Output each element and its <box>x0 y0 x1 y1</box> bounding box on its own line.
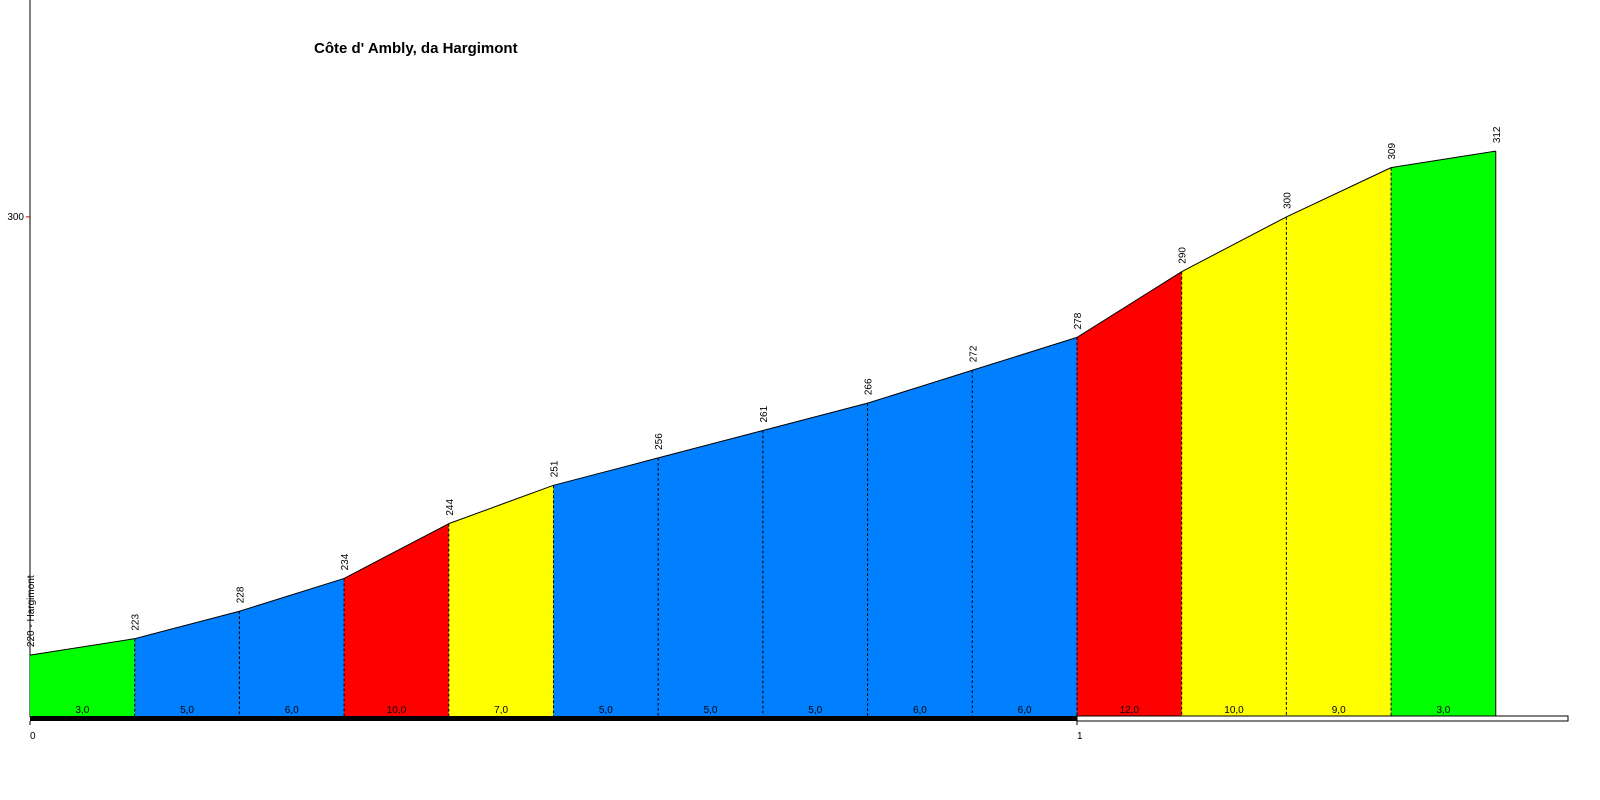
profile-edge <box>762 402 868 432</box>
profile-segment <box>972 337 1077 717</box>
profile-edge <box>239 577 345 612</box>
gradient-label: 10,0 <box>1224 705 1244 716</box>
profile-segment <box>658 430 763 717</box>
elevation-label: 272 <box>968 345 979 362</box>
elevation-label: 312 <box>1492 126 1503 143</box>
distance-bar <box>30 716 1077 721</box>
profile-segment <box>344 523 449 717</box>
profile-segment <box>1181 216 1287 717</box>
gradient-label: 7,0 <box>494 705 508 716</box>
elevation-label: 228 <box>235 586 246 603</box>
elevation-label: 251 <box>549 460 560 477</box>
profile-edge <box>1076 271 1182 338</box>
elevation-label: 278 <box>1073 312 1084 329</box>
gradient-label: 6,0 <box>285 705 299 716</box>
profile-segment <box>30 638 135 717</box>
x-tick-label: 1 <box>1077 731 1083 742</box>
profile-edge <box>1181 216 1287 273</box>
profile-edge <box>448 484 554 525</box>
elevation-label: 223 <box>131 614 142 631</box>
gradient-label: 5,0 <box>704 705 718 716</box>
profile-segment <box>134 611 240 717</box>
chart-title: Côte d' Ambly, da Hargimont <box>314 40 518 57</box>
profile-segment <box>1076 271 1182 717</box>
profile-edge <box>29 638 135 656</box>
distance-bar <box>1076 715 1569 722</box>
elevation-label: 290 <box>1178 247 1189 264</box>
elevation-label: 234 <box>340 553 351 570</box>
profile-segment <box>239 578 345 717</box>
gradient-label: 3,0 <box>75 705 89 716</box>
gradient-label: 5,0 <box>808 705 822 716</box>
elevation-label: 256 <box>654 433 665 450</box>
gradient-label: 5,0 <box>180 705 194 716</box>
profile-edge <box>658 430 764 459</box>
gradient-label: 5,0 <box>599 705 613 716</box>
elevation-label: 220 - Hargimont <box>26 575 37 647</box>
elevation-label: 300 <box>1282 192 1293 209</box>
y-tick-label: 300 <box>7 212 24 223</box>
elevation-label: 244 <box>445 499 456 516</box>
profile-edge <box>867 369 973 404</box>
profile-segment <box>867 370 973 717</box>
profile-edge <box>972 336 1078 371</box>
elevation-label: 266 <box>864 378 875 395</box>
profile-edge <box>134 610 240 640</box>
profile-segment <box>448 485 554 717</box>
gradient-label: 10,0 <box>387 705 407 716</box>
profile-segment <box>553 457 659 717</box>
profile-edge <box>1286 167 1392 218</box>
elevation-label: 309 <box>1387 142 1398 159</box>
gradient-label: 6,0 <box>913 705 927 716</box>
x-tick-label: 0 <box>30 731 36 742</box>
gradient-label: 6,0 <box>1018 705 1032 716</box>
profile-edge <box>553 457 659 486</box>
profile-segment <box>762 403 868 717</box>
gradient-label: 9,0 <box>1332 705 1346 716</box>
profile-edge <box>1390 150 1496 169</box>
elevation-label: 261 <box>759 405 770 422</box>
gradient-label: 3,0 <box>1436 705 1450 716</box>
profile-segment <box>1286 167 1392 718</box>
gradient-label: 12,0 <box>1120 705 1140 716</box>
profile-edge <box>343 523 450 579</box>
profile-segment <box>1391 151 1496 718</box>
